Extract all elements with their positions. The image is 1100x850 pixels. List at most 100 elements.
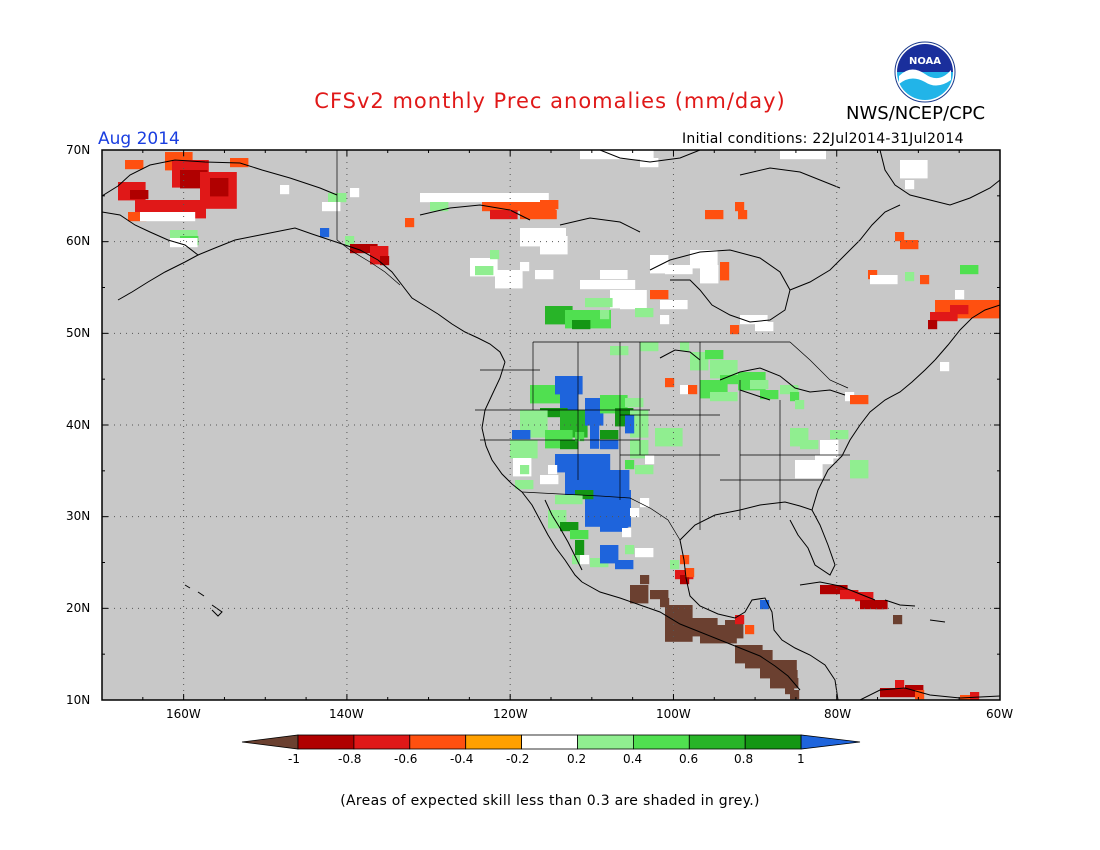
anomaly-cell <box>630 410 649 438</box>
anomaly-cell <box>875 600 885 610</box>
anomaly-cell <box>895 680 905 690</box>
anomaly-cell <box>680 385 690 395</box>
colorbar-segment <box>353 734 411 750</box>
colorbar-segment <box>409 734 467 750</box>
colorbar-segment <box>465 734 523 750</box>
anomaly-cell <box>735 615 745 625</box>
anomaly-cell <box>600 545 619 564</box>
anomaly-cell <box>575 540 585 559</box>
anomaly-cell <box>635 308 654 318</box>
anomaly-cell <box>125 160 144 170</box>
anomaly-cell <box>845 392 855 402</box>
anomaly-cell <box>575 432 585 442</box>
colorbar-segment <box>297 734 355 750</box>
coastlines <box>102 150 1000 700</box>
anomaly-cell <box>405 218 415 228</box>
skill-footnote: (Areas of expected skill less than 0.3 a… <box>340 793 760 809</box>
anomaly-cell <box>950 305 969 315</box>
anomaly-cell <box>860 600 888 610</box>
anomaly-cell <box>730 325 740 335</box>
anomaly-cell <box>780 150 826 160</box>
anomaly-cell <box>710 392 738 402</box>
anomaly-cell <box>720 262 730 281</box>
anomaly-cell <box>725 620 744 639</box>
anomaly-cell <box>680 575 690 585</box>
anomaly-cell <box>880 688 917 698</box>
colorbar-tick: -1 <box>288 752 300 766</box>
anomaly-cell <box>580 555 590 565</box>
colorbar-segment <box>688 734 746 750</box>
anomaly-cell <box>475 266 494 276</box>
anomaly-cell <box>600 270 628 280</box>
anomaly-cell <box>520 465 530 475</box>
anomaly-cell <box>690 250 718 269</box>
anomaly-cell <box>850 395 869 405</box>
anomaly-cells <box>118 150 1000 700</box>
anomaly-cell <box>540 475 559 485</box>
anomaly-cell <box>893 615 903 625</box>
anomaly-cell <box>665 378 675 388</box>
anomaly-cell <box>322 202 341 212</box>
anomaly-cell <box>520 262 530 272</box>
anomaly-cell <box>555 495 583 505</box>
anomaly-cell <box>960 265 979 275</box>
anomaly-cell <box>380 256 390 266</box>
anomaly-cell <box>820 440 839 459</box>
lat-label: 30N <box>66 509 91 523</box>
anomaly-cell <box>780 385 799 395</box>
anomaly-cell <box>915 690 925 700</box>
anomaly-cell <box>430 202 449 212</box>
anomaly-cell <box>515 480 534 490</box>
anomaly-cell <box>575 490 594 500</box>
noaa-logo-text: NOAA <box>909 56 941 67</box>
anomaly-cell <box>900 240 919 250</box>
colorbar-segment <box>577 734 634 750</box>
lon-label: 60W <box>986 707 1014 721</box>
anomaly-cell <box>720 375 739 385</box>
anomaly-cell <box>735 202 745 212</box>
anomaly-cell <box>905 180 915 190</box>
anomaly-cell <box>705 350 724 360</box>
political-borders <box>336 150 850 541</box>
anomaly-cell <box>670 560 680 570</box>
anomaly-cell <box>280 185 290 195</box>
anomaly-cell <box>630 508 640 518</box>
anomaly-cell <box>350 244 378 254</box>
anomaly-cell <box>560 522 579 532</box>
lon-label: 80W <box>824 707 852 721</box>
anomaly-cell <box>600 440 619 450</box>
anomaly-cell <box>645 455 655 465</box>
anomaly-cell <box>625 460 635 470</box>
anomaly-cell <box>688 385 698 395</box>
anomaly-cell <box>635 465 654 475</box>
anomaly-cell <box>940 362 950 372</box>
anomaly-cell <box>640 575 650 585</box>
anomaly-cell <box>585 298 613 308</box>
anomaly-cell <box>785 685 795 695</box>
anomaly-cell <box>622 528 632 538</box>
anomaly-cell <box>970 692 980 700</box>
anomaly-cell <box>660 300 688 310</box>
anomaly-cell <box>510 440 538 459</box>
anomaly-cell <box>710 360 738 379</box>
lon-label: 160W <box>166 707 201 721</box>
anomaly-cell <box>850 460 869 479</box>
colorbar-tick: 0.6 <box>679 752 699 766</box>
anomaly-cell <box>790 690 800 700</box>
anomaly-cell <box>625 415 635 434</box>
axis-ticks <box>101 149 1001 701</box>
anomaly-cell <box>755 322 774 332</box>
lat-label: 10N <box>66 693 91 707</box>
anomaly-cell <box>650 590 669 600</box>
lat-label: 60N <box>66 234 91 248</box>
anomaly-cell <box>795 400 805 410</box>
anomaly-cell <box>905 685 924 695</box>
anomaly-cell <box>820 585 848 595</box>
anomaly-cell <box>680 342 690 352</box>
anomaly-cell <box>615 560 634 570</box>
anomaly-cell <box>540 200 559 210</box>
anomaly-cell <box>140 212 196 222</box>
anomaly-cell <box>640 342 659 352</box>
anomaly-cell <box>640 498 650 508</box>
